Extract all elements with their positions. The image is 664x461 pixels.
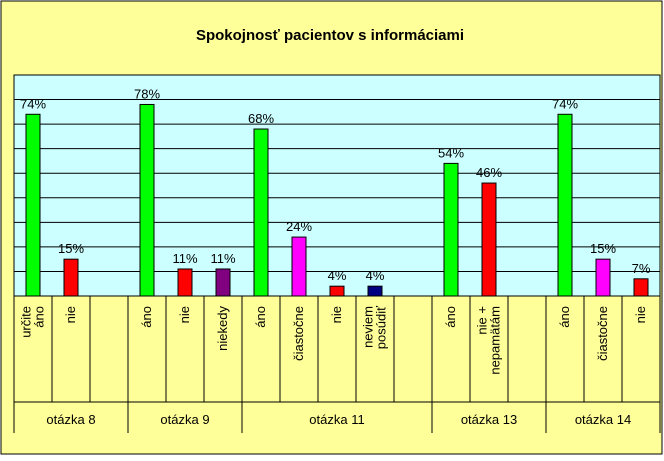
data-label: 4% xyxy=(328,268,347,283)
category-label: nie xyxy=(63,306,78,323)
category-label: neviemposúdiť xyxy=(361,306,389,349)
data-label: 11% xyxy=(172,251,197,266)
category-label: nie +nepamätám xyxy=(475,306,503,375)
category-label: áno xyxy=(253,306,268,328)
data-label: 46% xyxy=(476,165,502,180)
chart-title: Spokojnosť pacientov s informáciami xyxy=(196,27,464,44)
data-labels: 74% 15% 78% 11% 11% 68% 24% 4% 4% 54% 46% 74% 15% 7% xyxy=(20,86,651,283)
group-label: otázka 13 xyxy=(461,412,517,427)
bar xyxy=(443,162,459,297)
category-label: áno xyxy=(443,306,458,328)
category-label: čiastočne xyxy=(595,306,610,361)
bar xyxy=(291,236,307,297)
data-label: 54% xyxy=(438,145,464,160)
category-label: nie xyxy=(329,306,344,323)
category-label: áno xyxy=(139,306,154,328)
plot-area xyxy=(13,74,661,297)
bar xyxy=(633,278,649,297)
data-label: 15% xyxy=(590,241,616,256)
category-label: áno xyxy=(557,306,572,328)
bars xyxy=(25,103,649,297)
bar xyxy=(63,258,79,297)
bar xyxy=(481,182,497,297)
category-label: niekedy xyxy=(215,306,230,351)
bar xyxy=(253,128,269,297)
data-label: 74% xyxy=(20,96,46,111)
bar xyxy=(557,113,573,297)
category-label: určiteáno xyxy=(19,306,47,338)
group-label: otázka 14 xyxy=(575,412,631,427)
category-table: určiteáno nie otázka 8 áno nie niekedy otázka … xyxy=(13,296,661,433)
data-label: 68% xyxy=(248,111,274,126)
bar xyxy=(595,258,611,297)
group-label: otázka 9 xyxy=(160,412,209,427)
plot-background xyxy=(14,75,660,296)
data-label: 74% xyxy=(552,96,578,111)
data-label: 4% xyxy=(366,268,385,283)
data-label: 15% xyxy=(58,241,84,256)
category-label: nie xyxy=(633,306,648,323)
bar xyxy=(329,285,345,297)
category-label: nie xyxy=(177,306,192,323)
category-label: čiastočne xyxy=(291,306,306,361)
data-label: 11% xyxy=(210,251,235,266)
bar xyxy=(25,113,41,297)
data-label: 24% xyxy=(286,219,312,234)
bar xyxy=(139,103,155,297)
group-label: otázka 8 xyxy=(46,412,95,427)
data-label: 7% xyxy=(632,261,651,276)
bar xyxy=(215,268,231,297)
data-label: 78% xyxy=(134,86,160,101)
bar xyxy=(177,268,193,297)
bar xyxy=(367,285,383,297)
group-label: otázka 11 xyxy=(309,412,364,427)
